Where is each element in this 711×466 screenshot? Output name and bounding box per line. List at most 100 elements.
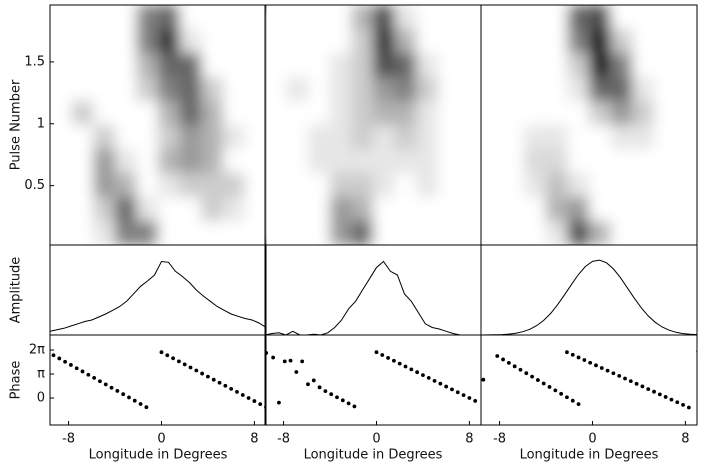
heat-cell <box>201 5 224 30</box>
phase-point <box>397 361 402 366</box>
heat-cell <box>653 197 676 222</box>
heat-cell <box>329 5 352 30</box>
heat-cell <box>351 29 374 54</box>
phase-point <box>565 350 569 355</box>
heat-cell <box>158 53 181 78</box>
phase-point <box>352 404 357 409</box>
heat-cell <box>394 149 417 174</box>
panel <box>480 4 698 246</box>
heat-cell <box>114 125 137 150</box>
phase-point <box>576 402 581 407</box>
phase-point <box>329 392 334 397</box>
heat-cell <box>222 221 245 245</box>
heat-cell <box>222 173 245 198</box>
heat-cell <box>416 77 439 102</box>
phase-point <box>223 383 228 388</box>
heat-cell <box>93 125 116 150</box>
phase-point <box>570 398 575 403</box>
heat-cell <box>222 53 245 78</box>
phase-point <box>258 402 263 407</box>
phase-point <box>657 392 662 397</box>
x-tick-label: 0 <box>588 432 596 447</box>
heat-cell <box>222 77 245 102</box>
heat-cell <box>610 53 633 78</box>
heat-cell <box>502 125 525 150</box>
heat-cell <box>373 53 396 78</box>
heat-cell <box>93 5 116 30</box>
heat-cell <box>286 77 309 102</box>
heat-cell <box>136 149 159 174</box>
panel-frame <box>264 244 482 336</box>
heat-cell <box>524 29 547 54</box>
heat-cell <box>524 77 547 102</box>
heat-cell <box>201 149 224 174</box>
heat-cell <box>589 173 612 198</box>
heat-cell <box>136 197 159 222</box>
x-tick-label: -8 <box>277 432 290 447</box>
heat-cell <box>653 5 676 30</box>
phase-point <box>311 378 316 383</box>
heat-cell <box>222 29 245 54</box>
heat-cell <box>653 77 676 102</box>
heat-cell <box>329 197 352 222</box>
heat-cell <box>589 221 612 245</box>
phase-point <box>194 368 199 373</box>
heat-cell <box>567 77 590 102</box>
heat-cell <box>567 101 590 126</box>
heat-cell <box>481 221 504 245</box>
heat-cell <box>351 173 374 198</box>
heat-cell <box>244 173 266 198</box>
phase-point <box>409 367 414 372</box>
phase-point <box>92 376 97 380</box>
phase-point <box>306 382 310 387</box>
heat-cell <box>373 173 396 198</box>
heat-cell <box>502 221 525 245</box>
phase-point <box>246 396 251 400</box>
panel <box>264 4 482 246</box>
heat-cell <box>481 29 504 54</box>
heat-cell <box>71 125 94 150</box>
heatmap <box>265 5 481 245</box>
panel-frame <box>49 334 267 426</box>
heat-cell <box>50 125 73 150</box>
heat-cell <box>481 173 504 198</box>
heat-cell <box>158 5 181 30</box>
heat-cell <box>524 149 547 174</box>
heat-cell <box>567 125 590 150</box>
heat-cell <box>179 101 202 126</box>
heat-cell <box>222 125 245 150</box>
heat-cell <box>589 5 612 30</box>
heat-cell <box>373 197 396 222</box>
phase-point <box>206 374 210 379</box>
heat-cell <box>416 173 439 198</box>
phase-point <box>669 397 674 402</box>
plot-area <box>265 350 478 409</box>
profile-line <box>50 260 266 332</box>
phase-point <box>634 381 639 386</box>
heat-cell <box>502 101 525 126</box>
phase-point <box>576 355 581 360</box>
phase-point <box>450 387 454 392</box>
phase-point <box>700 351 704 355</box>
phase-point <box>235 390 239 394</box>
heat-cell <box>222 5 245 30</box>
heat-cell <box>394 53 417 78</box>
heat-cell <box>136 29 159 54</box>
heat-cell <box>308 53 331 78</box>
heat-cell <box>437 197 460 222</box>
heat-cell <box>50 29 73 54</box>
heat-cell <box>653 149 676 174</box>
phase-point <box>294 370 299 374</box>
heat-cell <box>244 53 266 78</box>
heat-cell <box>437 53 460 78</box>
heat-cell <box>416 221 439 245</box>
heat-cell <box>114 173 137 198</box>
heat-cell <box>459 125 481 150</box>
heat-cell <box>265 125 288 150</box>
heat-cell <box>136 5 159 30</box>
heat-cell <box>524 221 547 245</box>
heat-cell <box>244 77 266 102</box>
phase-point <box>582 358 587 362</box>
phase-point <box>559 391 564 396</box>
y-tick-label: 1 <box>37 116 45 131</box>
